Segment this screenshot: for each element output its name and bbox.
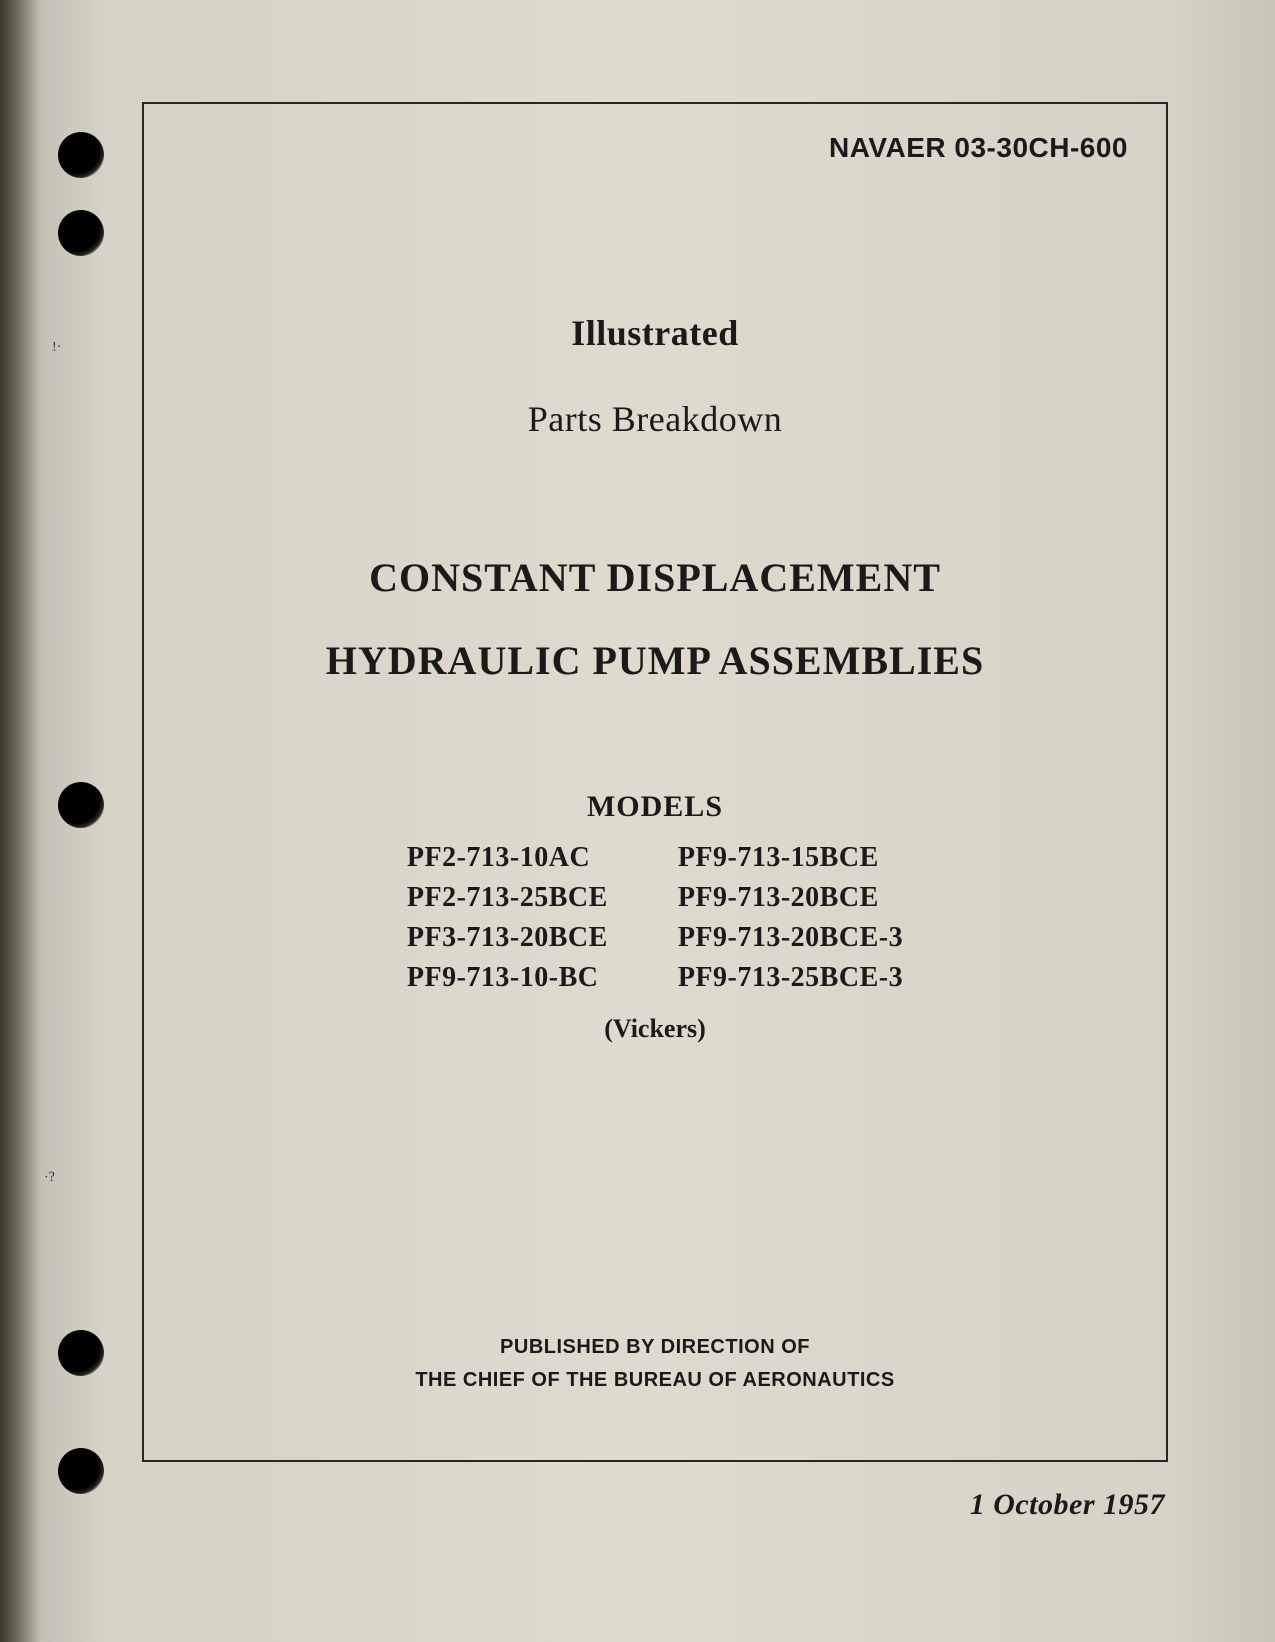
- scan-speck: ·?: [44, 1170, 55, 1186]
- publisher-line-1: PUBLISHED BY DIRECTION OF: [144, 1336, 1166, 1359]
- content-border: NAVAER 03-30CH-600 Illustrated Parts Bre…: [142, 102, 1168, 1462]
- scan-speck: !·: [52, 340, 61, 356]
- publisher-block: PUBLISHED BY DIRECTION OF THE CHIEF OF T…: [144, 1336, 1166, 1392]
- punch-hole-icon: [58, 782, 104, 828]
- models-block: MODELS PF2-713-10AC PF2-713-25BCE PF3-71…: [144, 790, 1166, 1044]
- title-line-1: CONSTANT DISPLACEMENT: [144, 554, 1166, 601]
- title-line-2: HYDRAULIC PUMP ASSEMBLIES: [144, 637, 1166, 684]
- punch-hole-icon: [58, 1448, 104, 1494]
- model-item: PF2-713-25BCE: [407, 882, 608, 914]
- models-heading: MODELS: [144, 790, 1166, 824]
- page: !· ·? NAVAER 03-30CH-600 Illustrated Par…: [0, 0, 1275, 1642]
- title-block: CONSTANT DISPLACEMENT HYDRAULIC PUMP ASS…: [144, 554, 1166, 684]
- models-columns: PF2-713-10AC PF2-713-25BCE PF3-713-20BCE…: [144, 842, 1166, 994]
- document-date: 1 October 1957: [970, 1488, 1165, 1522]
- model-item: PF9-713-20BCE: [678, 882, 903, 914]
- model-item: PF3-713-20BCE: [407, 922, 608, 954]
- punch-hole-icon: [58, 132, 104, 178]
- publisher-line-2: THE CHIEF OF THE BUREAU OF AERONAUTICS: [144, 1369, 1166, 1392]
- heading-line-1: Illustrated: [144, 312, 1166, 354]
- manufacturer: (Vickers): [144, 1014, 1166, 1044]
- model-item: PF2-713-10AC: [407, 842, 608, 874]
- punch-hole-icon: [58, 1330, 104, 1376]
- punch-hole-icon: [58, 210, 104, 256]
- models-column-right: PF9-713-15BCE PF9-713-20BCE PF9-713-20BC…: [678, 842, 903, 994]
- document-id: NAVAER 03-30CH-600: [829, 132, 1128, 164]
- heading-line-2: Parts Breakdown: [144, 398, 1166, 440]
- heading-block: Illustrated Parts Breakdown: [144, 312, 1166, 440]
- scan-left-edge: [0, 0, 40, 1642]
- model-item: PF9-713-20BCE-3: [678, 922, 903, 954]
- model-item: PF9-713-10-BC: [407, 962, 608, 994]
- model-item: PF9-713-15BCE: [678, 842, 903, 874]
- models-column-left: PF2-713-10AC PF2-713-25BCE PF3-713-20BCE…: [407, 842, 608, 994]
- model-item: PF9-713-25BCE-3: [678, 962, 903, 994]
